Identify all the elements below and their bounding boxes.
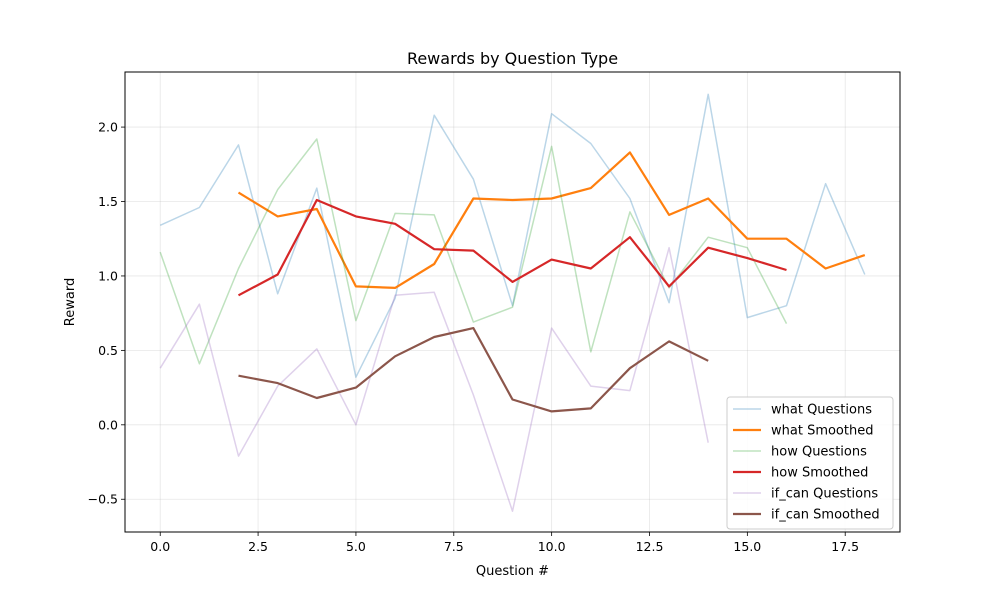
x-tick-label: 17.5 bbox=[831, 539, 859, 554]
series-line-5 bbox=[238, 327, 709, 413]
legend-entry-3: how Smoothed bbox=[771, 466, 868, 481]
x-axis-label: Question # bbox=[476, 564, 549, 579]
legend-box bbox=[726, 396, 894, 530]
series-line-1 bbox=[237, 151, 866, 289]
legend: what Questions what Smoothed how Questions… bbox=[726, 396, 894, 530]
legend-entry-5: if_can Smoothed bbox=[771, 508, 880, 523]
plot-frame bbox=[124, 71, 901, 533]
x-tick-label: 10.0 bbox=[538, 539, 566, 554]
chart-title: Rewards by Question Type bbox=[407, 49, 618, 68]
x-axis-ticks: 0.0 2.5 5.0 7.5 10.0 12.5 15.0 17.5 bbox=[150, 532, 859, 554]
y-tick-label: 0.0 bbox=[98, 417, 118, 432]
y-tick-label: −0.5 bbox=[88, 492, 118, 507]
legend-entry-2: how Questions bbox=[771, 445, 867, 460]
x-tick-label: 15.0 bbox=[733, 539, 761, 554]
y-axis-label: Reward bbox=[63, 278, 78, 326]
legend-entry-4: if_can Questions bbox=[771, 487, 878, 502]
x-tick-label: 0.0 bbox=[150, 539, 170, 554]
x-tick-label: 7.5 bbox=[444, 539, 464, 554]
series-line-4 bbox=[159, 246, 709, 512]
series-line-0 bbox=[159, 93, 866, 378]
y-axis-ticks: −0.5 0.0 0.5 1.0 1.5 2.0 bbox=[88, 120, 125, 507]
y-tick-label: 0.5 bbox=[98, 343, 118, 358]
legend-entry-1: what Smoothed bbox=[771, 424, 873, 439]
y-tick-label: 1.0 bbox=[98, 268, 118, 283]
x-tick-label: 5.0 bbox=[346, 539, 366, 554]
series-lines bbox=[159, 93, 866, 512]
y-tick-label: 2.0 bbox=[98, 120, 118, 135]
y-tick-label: 1.5 bbox=[98, 194, 118, 209]
series-line-3 bbox=[237, 198, 787, 297]
legend-entry-0: what Questions bbox=[771, 403, 872, 418]
x-tick-label: 12.5 bbox=[636, 539, 664, 554]
x-tick-label: 2.5 bbox=[248, 539, 268, 554]
series-line-2 bbox=[159, 138, 788, 365]
